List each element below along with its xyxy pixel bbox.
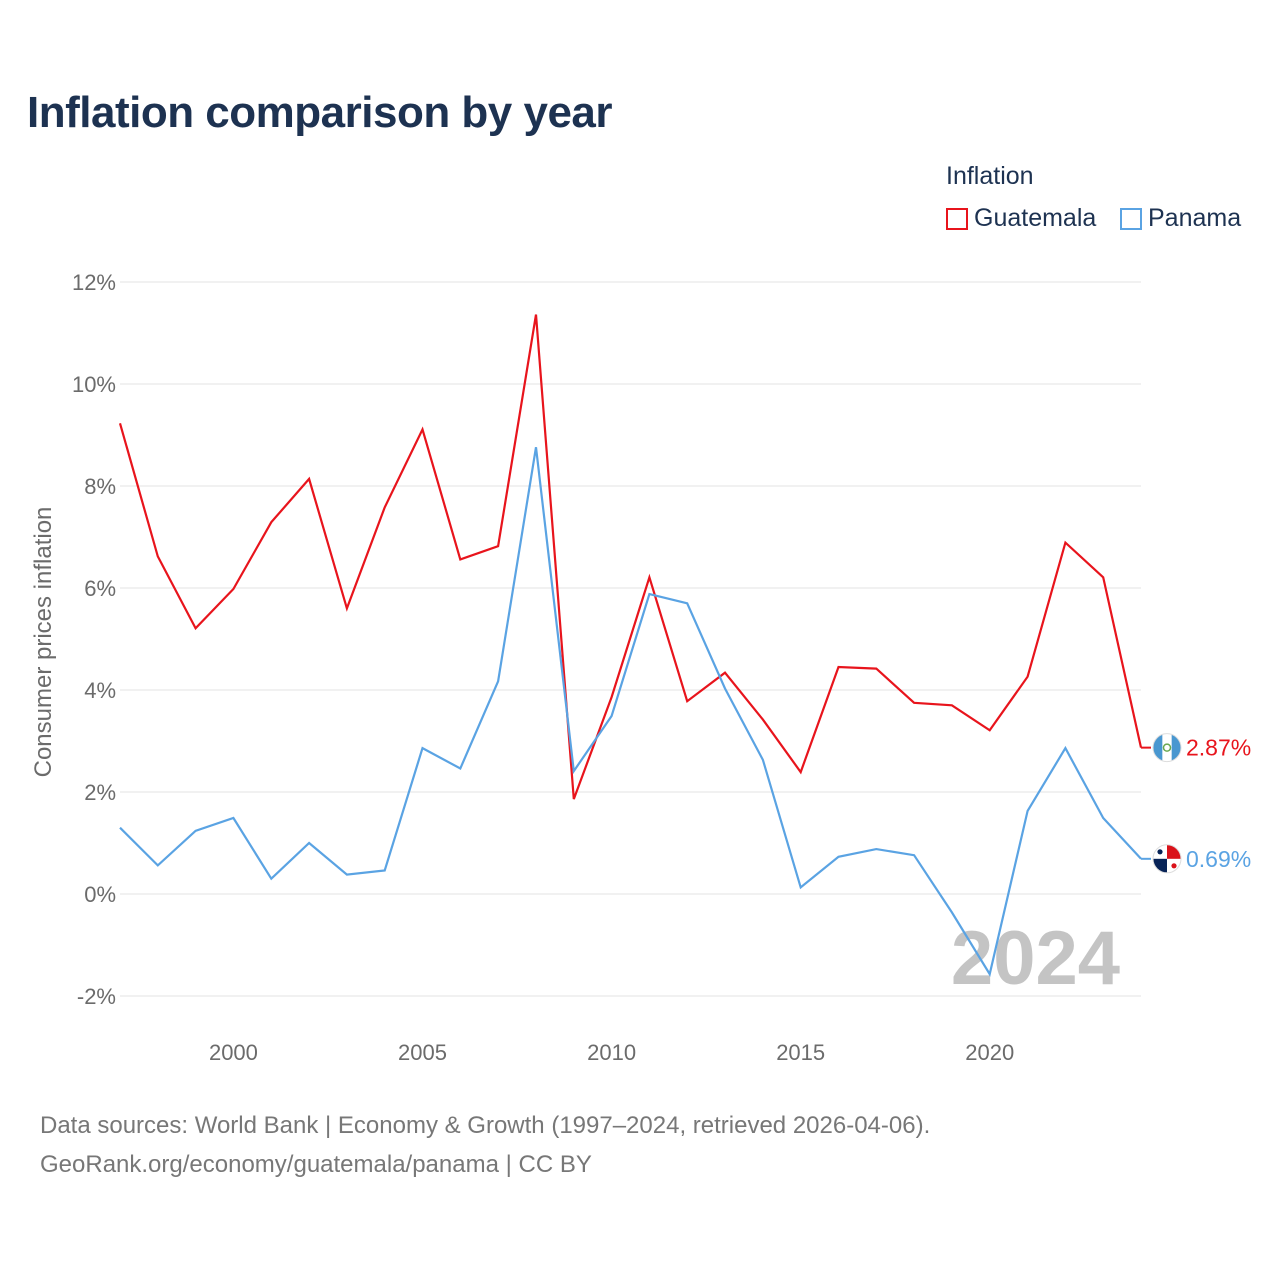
data-point-guatemala[interactable] [193, 625, 199, 631]
legend-item-panama[interactable]: Panama [1120, 204, 1241, 233]
source-note: Data sources: World Bank | Economy & Gro… [40, 1106, 930, 1184]
y-tick-label: 10% [72, 372, 116, 397]
data-point-guatemala[interactable] [420, 426, 426, 432]
data-point-panama[interactable] [1062, 745, 1068, 751]
data-point-panama[interactable] [609, 713, 615, 719]
data-point-guatemala[interactable] [1025, 674, 1031, 680]
data-point-panama[interactable] [646, 591, 652, 597]
guatemala-flag-icon [1152, 733, 1182, 763]
data-point-panama[interactable] [117, 825, 123, 831]
legend-label-panama: Panama [1148, 204, 1242, 232]
data-point-guatemala[interactable] [684, 698, 690, 704]
data-point-guatemala[interactable] [533, 312, 539, 318]
year-watermark: 2024 [951, 916, 1120, 1001]
source-line-1: Data sources: World Bank | Economy & Gro… [40, 1112, 931, 1139]
data-point-guatemala[interactable] [835, 664, 841, 670]
series-line-guatemala [118, 314, 1143, 800]
y-tick-label: -2% [77, 984, 116, 1009]
x-tick-label: 2010 [587, 1040, 636, 1065]
data-point-panama[interactable] [873, 846, 879, 852]
data-point-guatemala[interactable] [798, 769, 804, 775]
x-tick-label: 2020 [965, 1040, 1014, 1065]
grid-lines [120, 281, 1141, 997]
data-point-guatemala[interactable] [306, 476, 312, 482]
data-point-guatemala[interactable] [987, 727, 993, 733]
data-point-panama[interactable] [306, 840, 312, 846]
data-point-panama[interactable] [268, 876, 274, 882]
series-line-panama [119, 447, 1142, 977]
data-point-guatemala[interactable] [571, 796, 577, 802]
data-point-panama[interactable] [571, 768, 577, 774]
data-point-panama[interactable] [987, 971, 993, 977]
data-point-guatemala[interactable] [268, 519, 274, 525]
x-tick-label: 2000 [209, 1040, 258, 1065]
data-point-panama[interactable] [798, 884, 804, 890]
data-point-guatemala[interactable] [949, 702, 955, 708]
data-point-panama[interactable] [193, 828, 199, 834]
source-line-2: GeoRank.org/economy/guatemala/panama | C… [40, 1151, 592, 1178]
legend-item-guatemala[interactable]: Guatemala [946, 204, 1096, 233]
data-point-guatemala[interactable] [230, 586, 236, 592]
y-tick-label: 12% [72, 270, 116, 295]
y-axis-ticks: -2% 0% 2% 4% 6% 8% 10% 12% [72, 270, 116, 1009]
data-point-guatemala[interactable] [1062, 540, 1068, 546]
legend-swatch-panama [1120, 207, 1142, 230]
data-point-guatemala[interactable] [760, 717, 766, 723]
series-lines [117, 312, 1143, 977]
line-chart: -2% 0% 2% 4% 6% 8% 10% 12% 2000 2005 2010 2015 2020… [30, 270, 1251, 1065]
data-point-panama[interactable] [911, 852, 917, 858]
data-point-panama[interactable] [1100, 815, 1106, 821]
data-point-guatemala[interactable] [382, 504, 388, 510]
data-point-guatemala[interactable] [911, 700, 917, 706]
y-tick-label: 2% [84, 780, 116, 805]
data-point-guatemala[interactable] [495, 543, 501, 549]
x-tick-label: 2005 [398, 1040, 447, 1065]
data-point-guatemala[interactable] [117, 420, 123, 426]
data-point-panama[interactable] [1025, 808, 1031, 814]
data-point-panama[interactable] [382, 868, 388, 874]
end-label-panama: 0.69% [1186, 846, 1251, 872]
y-tick-label: 6% [84, 576, 116, 601]
chart-title: Inflation comparison by year [27, 88, 613, 137]
y-axis-label: Consumer prices inflation [30, 507, 57, 778]
data-point-guatemala[interactable] [609, 694, 615, 700]
data-point-guatemala[interactable] [873, 666, 879, 672]
data-point-panama[interactable] [533, 444, 539, 450]
x-axis-ticks: 2000 2005 2010 2015 2020 [209, 1040, 1014, 1065]
data-point-panama[interactable] [495, 678, 501, 684]
data-point-panama[interactable] [230, 815, 236, 821]
data-point-panama[interactable] [155, 862, 161, 868]
data-point-panama[interactable] [420, 745, 426, 751]
data-point-guatemala[interactable] [722, 670, 728, 676]
data-point-panama[interactable] [760, 757, 766, 763]
data-point-guatemala[interactable] [457, 556, 463, 562]
end-labels: 2.87% 0.69% [1141, 733, 1251, 874]
legend-swatch-guatemala [946, 207, 968, 230]
data-point-panama[interactable] [949, 909, 955, 915]
data-point-guatemala[interactable] [155, 553, 161, 559]
y-tick-label: 4% [84, 678, 116, 703]
data-point-guatemala[interactable] [1100, 574, 1106, 580]
data-point-panama[interactable] [457, 766, 463, 772]
legend-title: Inflation [946, 162, 1034, 190]
legend-label-guatemala: Guatemala [974, 204, 1097, 232]
y-tick-label: 8% [84, 474, 116, 499]
end-label-guatemala: 2.87% [1186, 735, 1251, 761]
data-point-panama[interactable] [684, 600, 690, 606]
data-point-panama[interactable] [835, 854, 841, 860]
y-tick-label: 0% [84, 882, 116, 907]
data-point-guatemala[interactable] [344, 605, 350, 611]
data-point-panama[interactable] [722, 685, 728, 691]
x-tick-label: 2015 [776, 1040, 825, 1065]
data-point-panama[interactable] [344, 872, 350, 878]
data-point-guatemala[interactable] [646, 574, 652, 580]
panama-flag-icon [1152, 844, 1182, 874]
